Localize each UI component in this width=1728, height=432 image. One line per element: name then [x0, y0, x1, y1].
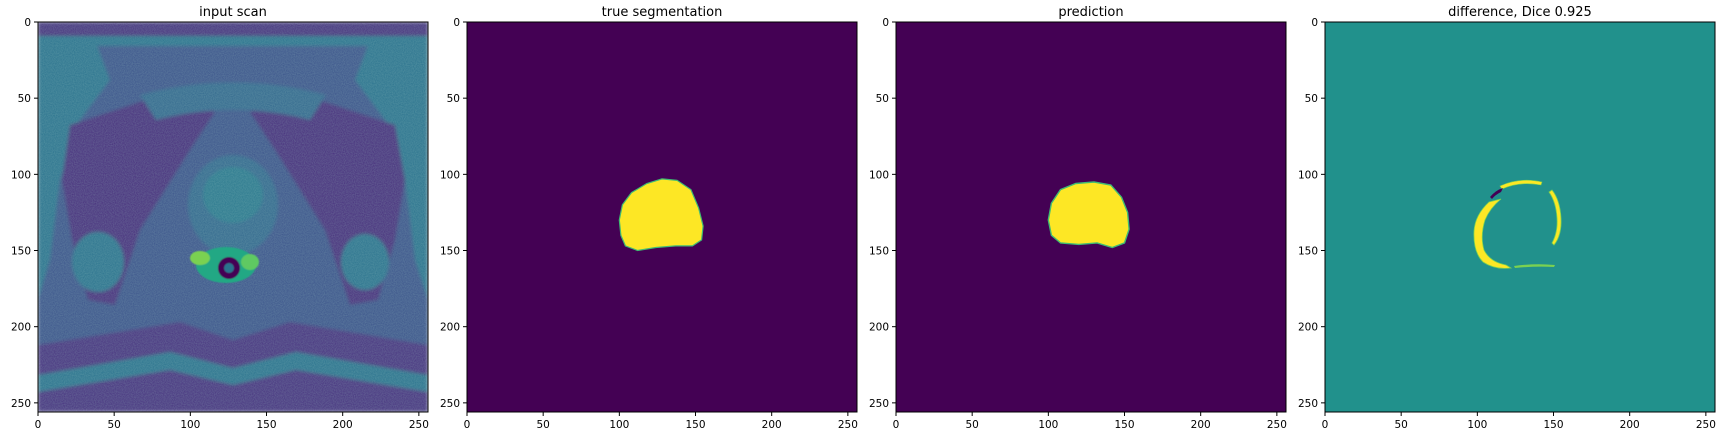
y-tick-label: 250	[11, 398, 31, 410]
panel-prediction: prediction 0 50 100 150 200 250 0 50 100 150 200 25…	[869, 5, 1287, 431]
segmentation-mask	[618, 178, 704, 252]
prediction-mask	[1047, 181, 1130, 249]
x-tick-label: 200	[1620, 419, 1640, 431]
y-tick-label: 50	[447, 93, 460, 105]
difference-edge-right	[1548, 189, 1562, 246]
x-tick-label: 100	[1467, 419, 1487, 431]
x-tick-label: 200	[1191, 419, 1211, 431]
y-tick-label: 150	[1298, 246, 1318, 258]
y-tick-label: 200	[869, 322, 889, 334]
mri-rectum	[190, 247, 259, 283]
y-tick-label: 0	[882, 17, 889, 29]
y-tick-label: 50	[1305, 93, 1318, 105]
y-tick-label: 50	[18, 93, 31, 105]
x-tick-label: 50	[1394, 419, 1407, 431]
y-tick-label: 250	[440, 398, 460, 410]
x-tick-label: 150	[685, 419, 705, 431]
x-tick-label: 100	[180, 419, 200, 431]
mri-texture	[38, 22, 428, 412]
panel-title: input scan	[199, 5, 267, 20]
x-tick-label: 0	[893, 419, 900, 431]
x-tick-label: 50	[965, 419, 978, 431]
x-tick-label: 0	[35, 419, 42, 431]
y-tick-label: 100	[1298, 169, 1318, 181]
x-tick-label: 0	[1322, 419, 1329, 431]
x-tick-label: 150	[256, 419, 276, 431]
x-tick-label: 200	[762, 419, 782, 431]
panel-title: difference, Dice 0.925	[1448, 5, 1592, 20]
y-tick-label: 150	[869, 246, 889, 258]
panel-title: true segmentation	[602, 5, 723, 20]
x-tick-label: 50	[536, 419, 549, 431]
x-tick-label: 250	[1267, 419, 1287, 431]
difference-edge-bottom	[1514, 264, 1555, 268]
x-tick-label: 0	[464, 419, 471, 431]
x-tick-label: 250	[1696, 419, 1716, 431]
x-tick-label: 50	[107, 419, 120, 431]
y-tick-label: 50	[876, 93, 889, 105]
axes-frame	[37, 21, 429, 413]
difference-ring	[1473, 179, 1562, 269]
panel-title: prediction	[1058, 5, 1123, 20]
y-tick-label: 250	[1298, 398, 1318, 410]
y-tick-label: 0	[453, 17, 460, 29]
x-tick-label: 150	[1114, 419, 1134, 431]
panel-difference: difference, Dice 0.925 0 50 100 150 200 250 0 5…	[1298, 5, 1716, 431]
x-tick-label: 100	[609, 419, 629, 431]
y-tick-label: 0	[24, 17, 31, 29]
y-tick-label: 200	[440, 322, 460, 334]
x-tick-label: 250	[838, 419, 858, 431]
difference-crescent-left	[1473, 198, 1513, 269]
y-tick-label: 250	[869, 398, 889, 410]
y-tick-label: 100	[440, 169, 460, 181]
x-tick-label: 250	[409, 419, 429, 431]
x-tick-label: 100	[1038, 419, 1058, 431]
panel-input-scan: input scan	[11, 5, 429, 431]
y-tick-label: 200	[1298, 322, 1318, 334]
axes-frame	[1324, 21, 1716, 413]
panel-true-segmentation: true segmentation 0 50 100 150 200 250 0 50 100 1…	[440, 5, 858, 431]
mri-image	[38, 22, 428, 412]
difference-background	[1325, 22, 1715, 412]
y-tick-label: 100	[11, 169, 31, 181]
y-tick-label: 100	[869, 169, 889, 181]
axes-frame	[466, 21, 858, 413]
x-tick-label: 150	[1543, 419, 1563, 431]
y-tick-label: 150	[440, 246, 460, 258]
y-tick-label: 0	[1311, 17, 1318, 29]
y-tick-label: 150	[11, 246, 31, 258]
axes-frame	[895, 21, 1287, 413]
difference-edge-top	[1499, 179, 1543, 190]
difference-negative-spot	[1490, 188, 1503, 199]
y-tick-label: 200	[11, 322, 31, 334]
x-tick-label: 200	[333, 419, 353, 431]
